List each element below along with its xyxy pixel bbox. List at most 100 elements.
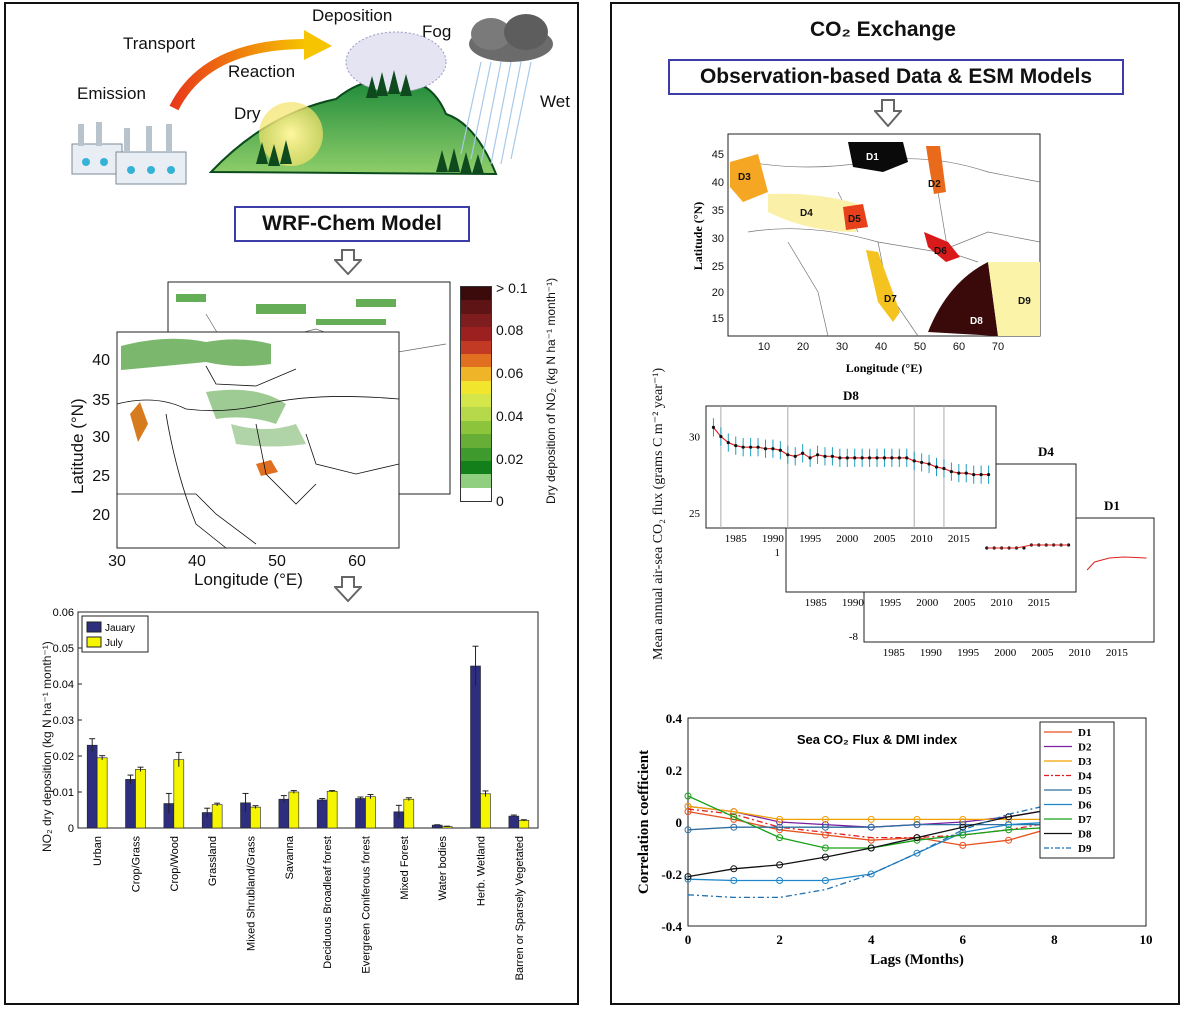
corr-marker	[821, 831, 829, 839]
colorbar-segment	[461, 340, 491, 354]
corr-legend-label: D9	[1078, 843, 1092, 855]
land-mask	[121, 338, 306, 476]
corr-marker	[959, 831, 967, 839]
flux-point	[719, 434, 723, 439]
corr-line-d9	[687, 800, 1078, 899]
flux-xtick: 2000	[836, 533, 859, 545]
corr-legend-label: D4	[1078, 771, 1092, 783]
flux-point	[793, 454, 797, 458]
corr-marker	[1005, 826, 1013, 834]
region-map-xtick: 50	[914, 341, 926, 353]
deposition-process-illustration	[71, 14, 553, 185]
corr-legend-label: D3	[1078, 756, 1092, 768]
colorbar-segment	[461, 420, 491, 435]
bar	[86, 744, 98, 829]
corr-ytick: -0.4	[661, 919, 682, 934]
down-arrow-icon	[334, 249, 362, 275]
flux-chart-ylabel: Mean annual air-sea CO₂ flux (grams C m⁻…	[651, 367, 666, 660]
ocean-regions	[730, 142, 1040, 336]
corr-marker	[776, 861, 784, 869]
bar-ytick-label: 0.02	[53, 751, 74, 763]
map-xtick: 30	[108, 553, 126, 570]
bar	[211, 804, 223, 829]
flux-ytick: 25	[689, 508, 701, 520]
label-reaction: Reaction	[228, 62, 296, 81]
bar-category-label: Grassland	[207, 836, 219, 886]
corr-marker	[867, 870, 875, 878]
fog-cloud	[345, 31, 447, 93]
bar-category-label: Mixed Forest	[399, 836, 411, 900]
corr-marker	[821, 844, 829, 852]
flux-line-d1	[1086, 556, 1147, 571]
region-label-d4: D4	[800, 208, 813, 219]
bar-category-label: Crop/Wood	[169, 836, 181, 891]
region-label-d5: D5	[848, 214, 861, 225]
colorbar-segment	[461, 380, 491, 394]
flux-panel-d4	[785, 463, 1077, 593]
co2-title: CO₂ Exchange	[810, 18, 956, 41]
region-map-ylabel: Latitude (°N)	[691, 202, 705, 270]
corr-ytick: 0	[676, 815, 683, 830]
region-map-ytick: 35	[712, 205, 724, 217]
flux-point	[867, 456, 872, 460]
flux-xtick: 2005	[1031, 647, 1054, 659]
region-label-d9: D9	[1018, 296, 1031, 307]
map-xtick: 50	[268, 553, 286, 570]
flux-point	[986, 473, 991, 477]
left-panel: Emission Transport Reaction Deposition F…	[4, 2, 579, 1005]
map-ytick: 20	[92, 507, 110, 524]
corr-marker	[959, 815, 967, 823]
corr-marker	[867, 823, 875, 831]
corr-marker	[1005, 836, 1013, 844]
flux-xtick: 2010	[911, 533, 934, 545]
colorbar-segment	[461, 447, 491, 461]
colorbar	[460, 286, 492, 502]
region-map-ytick: 30	[712, 233, 724, 245]
flux-ytick: 30	[689, 432, 701, 444]
corr-xlabel: Lags (Months)	[870, 952, 964, 968]
flux-point	[964, 471, 968, 475]
flux-panel-label: D8	[843, 388, 859, 403]
bar-legend: Jauary July	[81, 615, 149, 653]
flux-point	[949, 469, 953, 474]
colorbar-segment	[461, 460, 491, 475]
corr-marker	[913, 815, 921, 823]
colorbar-segment	[461, 434, 491, 448]
corr-marker	[684, 792, 692, 800]
corr-marker	[776, 815, 784, 823]
flux-xtick: 2000	[916, 597, 939, 609]
bar	[96, 757, 108, 829]
map-xlabel: Longitude (°E)	[194, 570, 303, 589]
flux-point	[741, 445, 745, 449]
flux-point	[979, 473, 983, 477]
flux-point	[801, 451, 805, 455]
flux-point	[815, 453, 820, 457]
bar	[173, 759, 185, 829]
region-map-ytick: 15	[712, 313, 724, 325]
bar	[316, 799, 328, 829]
flux-point	[860, 456, 864, 460]
flux-point	[942, 466, 946, 471]
map-ytick: 30	[92, 429, 110, 446]
factory-icon	[71, 122, 187, 185]
bar-ytick-label: 0.05	[53, 643, 74, 655]
country-borders	[116, 365, 400, 549]
colorbar-segment	[461, 353, 491, 368]
corr-marker	[684, 873, 692, 881]
map-ytick: 40	[92, 352, 110, 369]
flux-point	[897, 456, 901, 460]
corr-ytick: 0.4	[666, 711, 683, 726]
corr-line-d7	[687, 795, 1078, 849]
corr-xtick: 4	[868, 932, 875, 947]
flux-xtick: 2005	[873, 533, 896, 545]
corr-marker	[821, 823, 829, 831]
corr-xtick: 2	[776, 932, 783, 947]
flux-point	[763, 447, 768, 451]
colorbar-label: Dry deposition of NO₂ (kg N ha⁻¹ month⁻¹…	[544, 277, 558, 504]
down-arrow-icon	[874, 99, 902, 127]
label-wet: Wet	[540, 92, 570, 111]
bar-category-label: Herb. Wetland	[476, 836, 488, 906]
no2-deposition-map: 30 40 50 60 40 35 30 25 20	[92, 281, 451, 570]
corr-marker	[913, 849, 921, 857]
corr-line-d1	[687, 810, 1078, 847]
